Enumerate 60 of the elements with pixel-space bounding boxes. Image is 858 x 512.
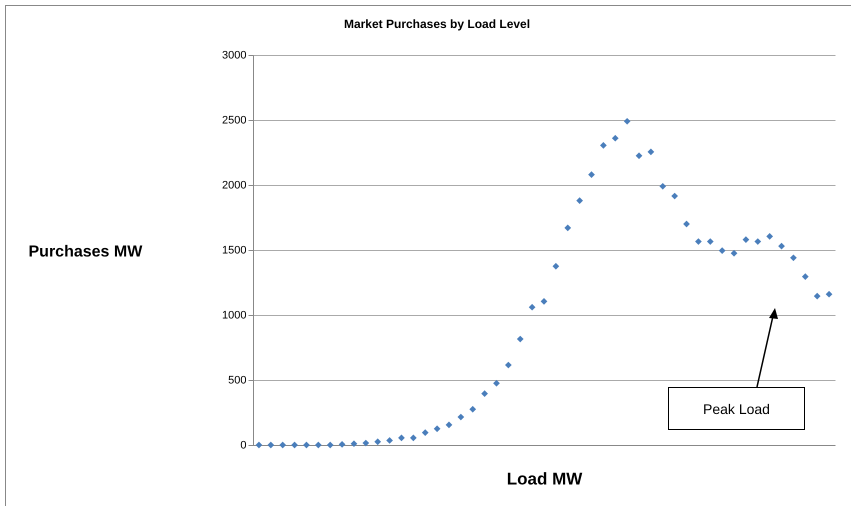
point [730, 250, 738, 257]
point [267, 442, 274, 448]
point [576, 197, 583, 204]
y-tick-label: 2000 [222, 180, 246, 192]
point [434, 425, 440, 432]
point [458, 414, 464, 420]
x-axis-title: Load MW [506, 470, 584, 488]
point [481, 390, 488, 398]
point [695, 238, 702, 245]
point [505, 362, 512, 368]
point [386, 437, 393, 444]
point [326, 442, 334, 448]
point [718, 247, 726, 254]
point [600, 142, 607, 149]
y-tick-label: 500 [228, 374, 246, 386]
y-axis-title: Purchases MW [28, 244, 144, 260]
point [766, 232, 774, 240]
point [612, 134, 619, 142]
point [552, 262, 560, 270]
point [624, 118, 630, 125]
point [338, 440, 346, 448]
point [564, 224, 572, 232]
point [742, 236, 750, 243]
point [540, 298, 548, 305]
point [636, 152, 642, 160]
point [303, 442, 310, 448]
point [422, 429, 429, 436]
point [683, 220, 690, 228]
point [659, 182, 666, 190]
point [291, 442, 298, 448]
point [446, 421, 452, 428]
point [671, 192, 678, 200]
point [706, 238, 714, 245]
point [778, 242, 785, 250]
y-tick-label: 3000 [222, 50, 246, 62]
point [648, 148, 654, 156]
point [374, 438, 382, 446]
point [398, 434, 405, 442]
y-tick-label: 0 [240, 440, 246, 452]
point [493, 380, 500, 387]
y-tick-label: 1500 [222, 244, 246, 256]
point [826, 290, 832, 298]
point [588, 171, 595, 178]
point [814, 292, 821, 300]
point [256, 442, 262, 448]
chart-title: Market Purchases by Load Level [344, 17, 530, 31]
point [410, 434, 417, 442]
y-tick-label: 1000 [222, 310, 246, 322]
point [469, 406, 476, 413]
callout-box: Peak Load [668, 387, 805, 430]
point [528, 304, 536, 311]
point [802, 273, 809, 280]
y-tick-label: 2500 [222, 114, 246, 126]
point [362, 440, 370, 446]
point [516, 336, 524, 342]
point [790, 254, 797, 262]
point [754, 238, 762, 245]
point [350, 440, 358, 448]
point [314, 442, 322, 448]
point [279, 442, 286, 448]
